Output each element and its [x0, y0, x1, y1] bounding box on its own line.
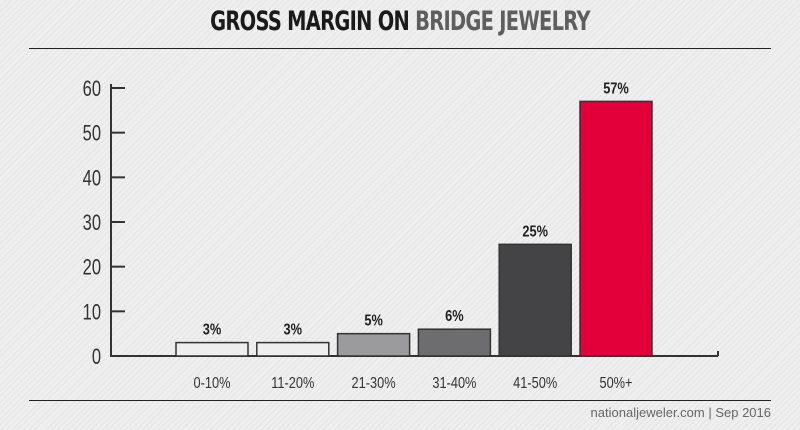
data-label: 5% [364, 312, 383, 330]
data-label: 3% [284, 321, 303, 339]
data-label: 3% [203, 321, 222, 339]
y-tick-label: 60 [83, 77, 102, 102]
x-tick-label: 0-10% [194, 375, 231, 393]
x-tick-label: 50%+ [599, 375, 632, 393]
title-part1: GROSS MARGIN ON [210, 6, 410, 37]
data-label: 25% [522, 223, 548, 241]
bar-31-40% [417, 328, 492, 357]
y-tick-label: 20 [83, 255, 102, 280]
y-tick-label: 50 [83, 121, 102, 146]
data-label: 57% [603, 80, 629, 98]
source-footer: nationaljeweler.com | Sep 2016 [590, 405, 771, 420]
data-label: 6% [445, 308, 464, 326]
y-tick-label: 40 [83, 166, 102, 191]
y-tick-label: 30 [83, 211, 102, 236]
footer-rule [29, 400, 771, 401]
bar-0-10% [175, 341, 249, 357]
x-tick-label: 11-20% [271, 375, 314, 393]
bar-21-30% [336, 332, 411, 357]
x-tick-label: 41-50% [513, 375, 557, 393]
title-rule [29, 48, 771, 49]
x-tick-label: 21-30% [352, 375, 396, 393]
bar-50%+ [579, 100, 653, 357]
title-part2: BRIDGE JEWELRY [415, 6, 590, 37]
y-tick-label: 10 [83, 300, 102, 325]
bar-11-20% [256, 341, 330, 357]
chart-title: GROSS MARGIN ON BRIDGE JEWELRY [112, 6, 688, 37]
bar-41-50% [498, 243, 572, 357]
y-tick-label: 0 [92, 345, 101, 370]
x-tick-label: 31-40% [432, 375, 476, 393]
